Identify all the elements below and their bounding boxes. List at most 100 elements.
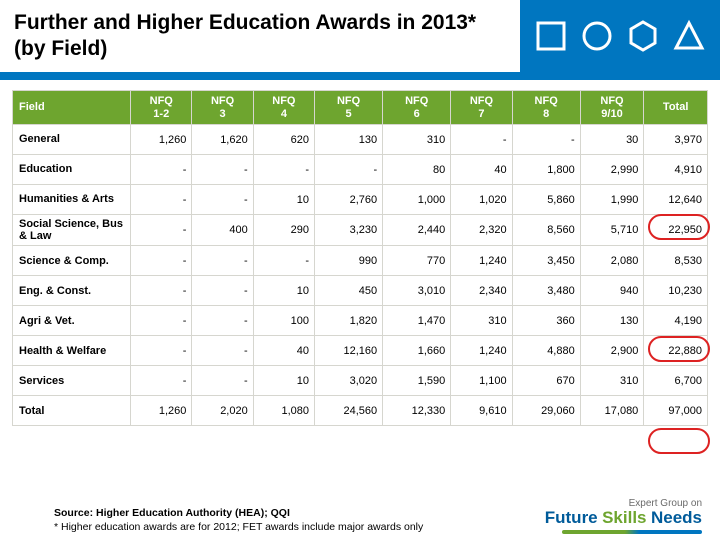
cell-value: 12,640 (644, 185, 708, 215)
cell-value: - (253, 246, 314, 276)
row-label: Total (13, 396, 131, 426)
table-row: Total1,2602,0201,08024,56012,3309,61029,… (13, 396, 708, 426)
cell-value: - (192, 306, 253, 336)
cell-value: 2,020 (192, 396, 253, 426)
table-row: Agri & Vet.--1001,8201,4703103601304,190 (13, 306, 708, 336)
cell-value: - (512, 125, 580, 155)
source-line2: * Higher education awards are for 2012; … (54, 521, 423, 533)
cell-value: 1,470 (383, 306, 451, 336)
cell-value: 12,160 (315, 336, 383, 366)
cell-value: 290 (253, 215, 314, 246)
table-row: Health & Welfare--4012,1601,6601,2404,88… (13, 336, 708, 366)
row-label: General (13, 125, 131, 155)
col-header: NFQ3 (192, 91, 253, 125)
cell-value: 3,480 (512, 276, 580, 306)
cell-value: 1,590 (383, 366, 451, 396)
cell-value: 10 (253, 276, 314, 306)
col-header: NFQ7 (451, 91, 512, 125)
cell-value: 130 (315, 125, 383, 155)
row-label: Education (13, 155, 131, 185)
cell-value: 2,990 (580, 155, 644, 185)
logo-line2: Future Skills Needs (545, 509, 702, 528)
row-label: Science & Comp. (13, 246, 131, 276)
cell-value: 4,880 (512, 336, 580, 366)
cell-value: 8,560 (512, 215, 580, 246)
cell-value: - (131, 336, 192, 366)
hexagon-icon (625, 18, 661, 54)
cell-value: 9,610 (451, 396, 512, 426)
row-label: Health & Welfare (13, 336, 131, 366)
cell-value: 1,240 (451, 336, 512, 366)
cell-value: 10 (253, 185, 314, 215)
row-label: Agri & Vet. (13, 306, 131, 336)
cell-value: - (131, 306, 192, 336)
cell-value: 940 (580, 276, 644, 306)
cell-value: 2,320 (451, 215, 512, 246)
cell-value: 450 (315, 276, 383, 306)
cell-value: 2,440 (383, 215, 451, 246)
source-line1: Source: Higher Education Authority (HEA)… (54, 507, 290, 519)
cell-value: 1,620 (192, 125, 253, 155)
table-row: Eng. & Const.--104503,0102,3403,48094010… (13, 276, 708, 306)
cell-value: 17,080 (580, 396, 644, 426)
cell-value: 2,900 (580, 336, 644, 366)
cell-value: - (253, 155, 314, 185)
row-label: Services (13, 366, 131, 396)
cell-value: 3,020 (315, 366, 383, 396)
cell-value: 310 (383, 125, 451, 155)
circle-icon (579, 18, 615, 54)
cell-value: 30 (580, 125, 644, 155)
cell-value: 360 (512, 306, 580, 336)
cell-value: 3,970 (644, 125, 708, 155)
cell-value: 1,260 (131, 396, 192, 426)
table-row: General1,2601,620620130310--303,970 (13, 125, 708, 155)
cell-value: 2,760 (315, 185, 383, 215)
cell-value: 22,880 (644, 336, 708, 366)
cell-value: 1,800 (512, 155, 580, 185)
cell-value: - (192, 246, 253, 276)
cell-value: 3,010 (383, 276, 451, 306)
cell-value: - (192, 336, 253, 366)
cell-value: - (315, 155, 383, 185)
cell-value: 10,230 (644, 276, 708, 306)
cell-value: 24,560 (315, 396, 383, 426)
cell-value: 4,910 (644, 155, 708, 185)
col-header: NFQ6 (383, 91, 451, 125)
cell-value: 1,660 (383, 336, 451, 366)
title-block: Further and Higher Education Awards in 2… (0, 0, 520, 72)
table-row: Humanities & Arts--102,7601,0001,0205,86… (13, 185, 708, 215)
cell-value: 80 (383, 155, 451, 185)
cell-value: 8,530 (644, 246, 708, 276)
title-underline (0, 72, 720, 80)
col-header: Field (13, 91, 131, 125)
cell-value: 310 (451, 306, 512, 336)
cell-value: 40 (253, 336, 314, 366)
cell-value: 6,700 (644, 366, 708, 396)
footer: Source: Higher Education Authority (HEA)… (0, 499, 720, 534)
table-row: Social Science, Bus & Law-4002903,2302,4… (13, 215, 708, 246)
row-label: Eng. & Const. (13, 276, 131, 306)
cell-value: 130 (580, 306, 644, 336)
logo-swoosh-icon (562, 530, 702, 534)
col-header: NFQ9/10 (580, 91, 644, 125)
cell-value: 1,260 (131, 125, 192, 155)
cell-value: 10 (253, 366, 314, 396)
col-header: NFQ4 (253, 91, 314, 125)
col-header: Total (644, 91, 708, 125)
cell-value: 770 (383, 246, 451, 276)
cell-value: 1,000 (383, 185, 451, 215)
cell-value: 5,710 (580, 215, 644, 246)
cell-value: 1,820 (315, 306, 383, 336)
table-row: Science & Comp.---9907701,2403,4502,0808… (13, 246, 708, 276)
cell-value: - (451, 125, 512, 155)
col-header: NFQ5 (315, 91, 383, 125)
source-note: Source: Higher Education Authority (HEA)… (54, 506, 423, 534)
cell-value: 40 (451, 155, 512, 185)
triangle-icon (671, 18, 707, 54)
cell-value: 100 (253, 306, 314, 336)
cell-value: - (192, 276, 253, 306)
col-header: NFQ1-2 (131, 91, 192, 125)
square-icon (533, 18, 569, 54)
cell-value: 22,950 (644, 215, 708, 246)
cell-value: - (131, 276, 192, 306)
